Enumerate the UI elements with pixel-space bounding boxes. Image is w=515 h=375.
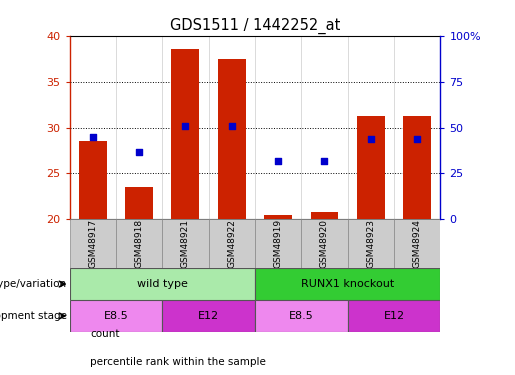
Bar <box>162 219 209 268</box>
Point <box>135 149 143 155</box>
Text: count: count <box>90 329 119 339</box>
Bar <box>218 58 246 219</box>
Text: GSM48921: GSM48921 <box>181 219 190 268</box>
Bar <box>348 219 394 268</box>
Bar <box>301 219 348 268</box>
Text: E8.5: E8.5 <box>104 311 128 321</box>
Point <box>181 123 190 129</box>
Bar <box>255 268 440 300</box>
Text: GSM48922: GSM48922 <box>227 219 236 268</box>
Text: GSM48917: GSM48917 <box>88 219 97 268</box>
Point <box>320 158 329 164</box>
Bar <box>255 300 348 332</box>
Bar <box>162 300 255 332</box>
Text: GSM48919: GSM48919 <box>273 219 283 268</box>
Bar <box>70 219 116 268</box>
Text: GSM48923: GSM48923 <box>366 219 375 268</box>
Bar <box>311 212 338 219</box>
Text: RUNX1 knockout: RUNX1 knockout <box>301 279 394 289</box>
Bar <box>125 187 153 219</box>
Bar <box>116 219 162 268</box>
Point <box>367 136 375 142</box>
Bar <box>255 219 301 268</box>
Text: development stage: development stage <box>0 311 67 321</box>
Bar <box>70 268 255 300</box>
Bar <box>209 219 255 268</box>
Text: GSM48920: GSM48920 <box>320 219 329 268</box>
Bar <box>264 215 292 219</box>
Text: wild type: wild type <box>137 279 187 289</box>
Title: GDS1511 / 1442252_at: GDS1511 / 1442252_at <box>170 18 340 34</box>
Point <box>413 135 421 141</box>
Point <box>89 134 97 140</box>
Text: percentile rank within the sample: percentile rank within the sample <box>90 357 266 367</box>
Bar <box>171 50 199 219</box>
Text: E12: E12 <box>383 311 405 321</box>
Point <box>228 123 236 129</box>
Bar <box>357 117 385 219</box>
Bar <box>348 300 440 332</box>
Bar <box>403 117 431 219</box>
Bar <box>394 219 440 268</box>
Text: GSM48924: GSM48924 <box>413 219 422 268</box>
Text: genotype/variation: genotype/variation <box>0 279 67 289</box>
Point <box>274 159 282 165</box>
Text: E12: E12 <box>198 311 219 321</box>
Text: GSM48918: GSM48918 <box>134 219 144 268</box>
Bar <box>79 141 107 219</box>
Text: E8.5: E8.5 <box>289 311 314 321</box>
Bar <box>70 300 162 332</box>
